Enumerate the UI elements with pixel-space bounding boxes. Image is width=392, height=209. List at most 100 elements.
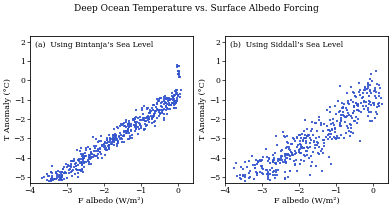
Point bbox=[87, 147, 94, 150]
Point bbox=[175, 93, 181, 96]
Point bbox=[97, 150, 103, 154]
Point bbox=[109, 143, 115, 146]
Point bbox=[133, 127, 140, 131]
Point bbox=[291, 137, 298, 140]
Point bbox=[136, 118, 143, 122]
Point bbox=[73, 164, 80, 168]
Point bbox=[259, 164, 265, 168]
Point bbox=[154, 97, 160, 101]
Point bbox=[149, 121, 155, 125]
Point bbox=[74, 148, 80, 152]
Point bbox=[70, 168, 76, 171]
Point bbox=[319, 169, 325, 173]
Point bbox=[131, 123, 138, 126]
Point bbox=[80, 153, 87, 156]
Point bbox=[167, 103, 173, 107]
Point bbox=[345, 111, 351, 115]
Point bbox=[127, 134, 134, 138]
Point bbox=[305, 146, 311, 149]
Point bbox=[363, 101, 369, 104]
Point bbox=[107, 136, 113, 140]
Point bbox=[162, 101, 169, 104]
Point bbox=[162, 107, 168, 110]
Point bbox=[95, 148, 102, 151]
Point bbox=[128, 122, 134, 126]
Point bbox=[112, 133, 118, 136]
Point bbox=[126, 125, 132, 129]
Point bbox=[63, 162, 69, 166]
Point bbox=[307, 141, 313, 145]
Point bbox=[301, 147, 307, 150]
Point bbox=[126, 119, 132, 122]
Point bbox=[362, 87, 368, 90]
Point bbox=[68, 170, 74, 173]
Point bbox=[76, 158, 82, 162]
Point bbox=[265, 174, 271, 177]
Point bbox=[285, 175, 291, 178]
Point bbox=[172, 100, 179, 103]
Point bbox=[297, 140, 303, 143]
Point bbox=[170, 102, 176, 105]
Point bbox=[124, 129, 130, 133]
Point bbox=[306, 133, 312, 136]
Point bbox=[151, 113, 157, 117]
Point bbox=[274, 158, 281, 161]
Point bbox=[125, 127, 131, 130]
Point bbox=[351, 92, 357, 95]
Point bbox=[152, 111, 158, 114]
Point bbox=[141, 104, 147, 108]
Point bbox=[350, 112, 356, 115]
Point bbox=[176, 65, 182, 68]
Point bbox=[82, 160, 89, 163]
Point bbox=[281, 135, 287, 138]
Point bbox=[174, 92, 180, 95]
Point bbox=[314, 130, 321, 133]
Point bbox=[134, 132, 141, 135]
Point bbox=[296, 133, 302, 137]
Point bbox=[174, 99, 180, 103]
Point bbox=[328, 128, 335, 131]
Point bbox=[114, 142, 120, 145]
Point bbox=[163, 106, 170, 110]
X-axis label: F albedo (W/m²): F albedo (W/m²) bbox=[274, 197, 339, 205]
Point bbox=[169, 101, 175, 104]
Point bbox=[238, 177, 244, 181]
Point bbox=[257, 159, 263, 163]
Point bbox=[103, 138, 110, 142]
Point bbox=[161, 97, 167, 101]
Point bbox=[278, 156, 284, 159]
Point bbox=[68, 165, 74, 168]
Point bbox=[276, 157, 282, 161]
Point bbox=[136, 121, 143, 125]
Point bbox=[152, 110, 158, 113]
Point bbox=[252, 166, 258, 169]
Point bbox=[123, 120, 129, 123]
Point bbox=[107, 137, 113, 140]
Point bbox=[145, 117, 152, 120]
Point bbox=[94, 154, 100, 157]
Point bbox=[61, 166, 67, 169]
Point bbox=[49, 176, 55, 179]
Point bbox=[169, 91, 175, 95]
Point bbox=[172, 89, 178, 93]
Point bbox=[154, 99, 161, 103]
Point bbox=[246, 176, 252, 180]
Point bbox=[111, 140, 118, 143]
Point bbox=[302, 133, 309, 136]
Point bbox=[97, 150, 103, 153]
Point bbox=[234, 175, 240, 178]
Point bbox=[344, 108, 350, 112]
Point bbox=[288, 143, 294, 146]
Point bbox=[350, 111, 356, 115]
Point bbox=[292, 139, 299, 143]
Point bbox=[73, 167, 79, 171]
Point bbox=[299, 146, 305, 149]
Point bbox=[64, 165, 70, 169]
Point bbox=[264, 172, 270, 175]
Point bbox=[321, 122, 327, 126]
Point bbox=[86, 157, 92, 160]
Point bbox=[106, 146, 112, 149]
Point bbox=[162, 97, 169, 101]
Point bbox=[162, 100, 168, 104]
Point bbox=[337, 109, 343, 113]
